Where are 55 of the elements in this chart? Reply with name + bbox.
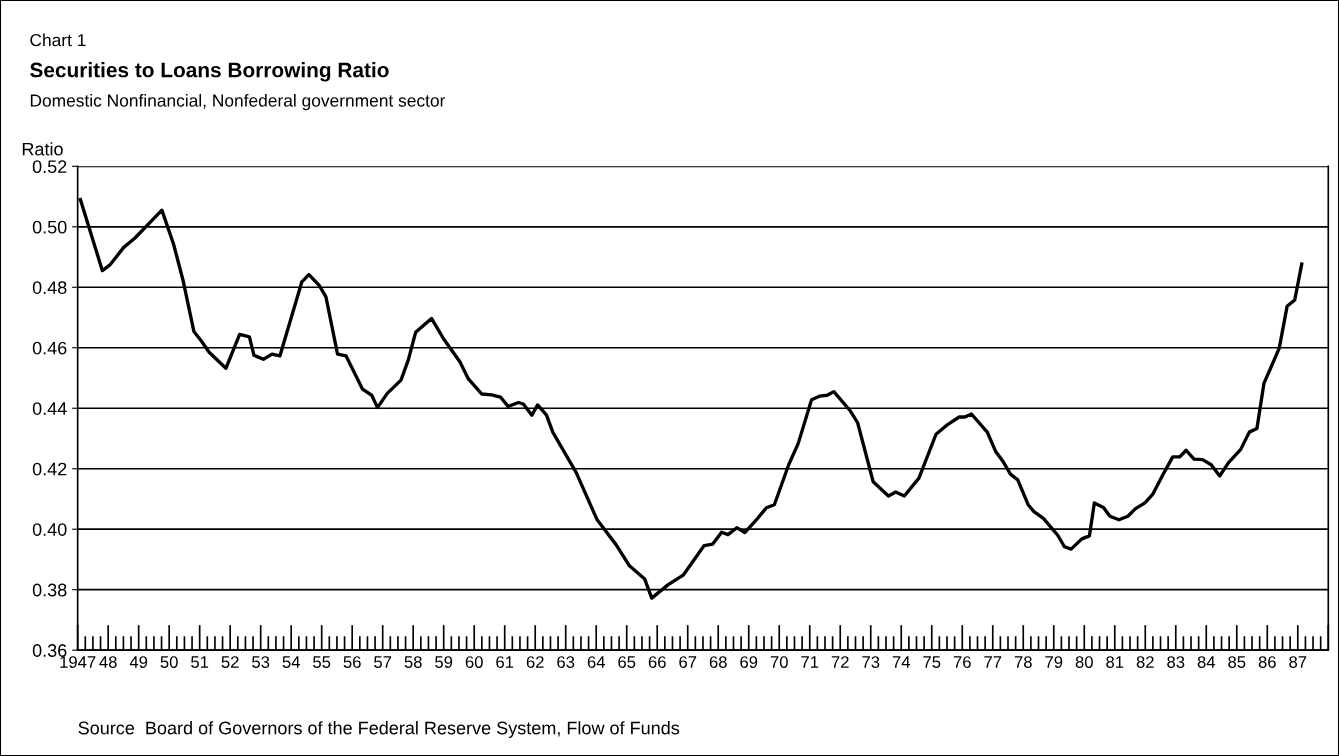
x-tick-label: 66: [648, 656, 666, 668]
x-tick-label: 72: [831, 656, 849, 668]
x-tick-label: 59: [435, 656, 453, 668]
x-tick-label: 75: [923, 656, 941, 668]
x-tick-label: 86: [1258, 656, 1276, 668]
x-tick-label: 85: [1228, 656, 1246, 668]
chart-title: Securities to Loans Borrowing Ratio: [30, 62, 389, 82]
x-tick-label: 71: [801, 656, 819, 668]
source-note: Source Board of Governors of the Federal Reserve System, Flow of Funds: [78, 721, 680, 738]
x-tick-label: 67: [679, 656, 697, 668]
y-tick-label: 0.36: [32, 644, 67, 657]
x-tick-label: 57: [374, 656, 392, 668]
y-tick-label: 0.52: [32, 160, 67, 174]
y-tick-label: 0.48: [32, 281, 67, 294]
x-tick-label: 77: [984, 656, 1002, 668]
y-tick-label: 0.46: [32, 341, 67, 355]
x-tick-label: 78: [1014, 656, 1032, 668]
x-tick-label: 58: [404, 656, 422, 668]
x-tick-label: 52: [221, 656, 239, 668]
x-tick-label: 83: [1167, 656, 1185, 668]
y-axis-title: Ratio: [22, 142, 63, 156]
x-tick-label: 54: [282, 656, 300, 668]
x-tick-label: 74: [892, 656, 911, 668]
x-tick-label: 55: [313, 656, 331, 668]
x-tick-label: 70: [770, 656, 788, 668]
x-tick-label: 79: [1045, 656, 1063, 668]
y-tick-label: 0.40: [32, 523, 67, 536]
x-tick-label: 76: [953, 656, 971, 668]
y-tick-label: 0.42: [32, 462, 67, 476]
x-tick-label: 56: [343, 656, 361, 668]
x-tick-label: 80: [1075, 656, 1093, 668]
caption: Chart 1: [30, 33, 86, 47]
y-tick-label: 0.38: [32, 583, 67, 597]
x-tick-label: 62: [526, 656, 544, 668]
x-tick-label: 84: [1197, 656, 1216, 668]
x-tick-label: 50: [160, 656, 178, 668]
x-tick-label: 61: [496, 656, 514, 668]
x-tick-label: 49: [129, 656, 148, 668]
x-tick-label: 65: [618, 656, 636, 668]
x-tick-label: 82: [1136, 656, 1154, 668]
x-tick-label: 68: [709, 656, 727, 668]
x-tick-label: 69: [740, 656, 758, 668]
x-tick-label: 81: [1106, 656, 1124, 668]
x-tick-label: 64: [587, 656, 605, 668]
x-tick-label: 53: [252, 656, 270, 668]
x-tick-label: 48: [99, 656, 117, 668]
x-tick-label: 63: [557, 656, 575, 668]
x-tick-label: 60: [465, 656, 483, 668]
x-tick-label: 73: [862, 656, 880, 668]
x-tick-label: 51: [191, 656, 209, 668]
y-tick-label: 0.50: [32, 220, 67, 234]
x-tick-label: 87: [1289, 656, 1307, 668]
y-tick-label: 0.44: [32, 402, 67, 415]
x-tick-label: 1947: [60, 656, 96, 668]
chart-subtitle: Domestic Nonfinancial, Nonfederal government sector: [30, 93, 446, 111]
